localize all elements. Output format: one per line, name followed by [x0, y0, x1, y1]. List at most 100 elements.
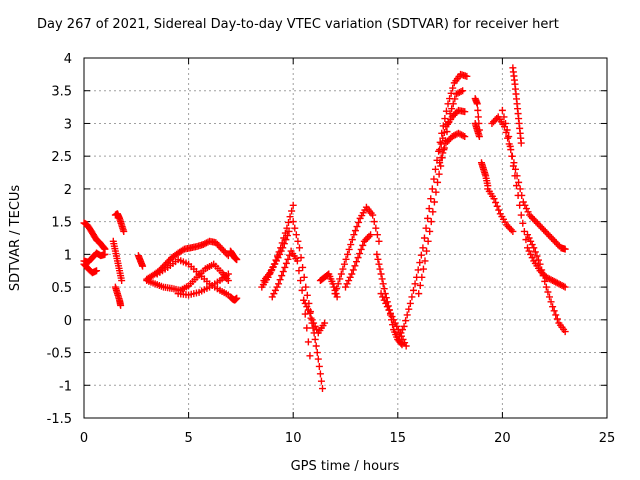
data-point: [345, 277, 353, 285]
data-point: [437, 154, 445, 162]
data-point: [306, 309, 314, 317]
data-point: [268, 293, 276, 301]
data-point: [348, 236, 356, 244]
data-point: [402, 317, 410, 325]
series-y: [415, 87, 467, 298]
data-point: [440, 144, 448, 152]
data-point: [400, 322, 408, 330]
data-point: [342, 255, 350, 263]
data-point: [286, 213, 294, 221]
data-point: [310, 329, 318, 337]
data-point: [429, 208, 437, 216]
data-point: [350, 231, 358, 239]
data-point: [539, 272, 547, 280]
data-point: [421, 257, 429, 265]
data-point: [293, 257, 301, 265]
data-point: [524, 231, 532, 239]
data-point: [514, 191, 522, 199]
data-point: [495, 206, 503, 214]
data-point: [301, 299, 309, 307]
series-ad: [477, 159, 492, 190]
series-z: [436, 106, 469, 154]
series-ah: [509, 64, 525, 147]
data-point: [318, 385, 326, 393]
x-tick-label: 20: [494, 431, 511, 446]
data-point: [93, 267, 101, 275]
data-point: [304, 306, 312, 314]
data-point: [374, 255, 382, 263]
data-point: [541, 277, 549, 285]
data-point: [538, 266, 546, 274]
data-point: [498, 106, 506, 114]
data-point: [531, 248, 539, 256]
data-point: [372, 224, 380, 232]
data-point: [503, 126, 511, 134]
data-point: [373, 250, 381, 258]
data-point: [357, 245, 365, 253]
data-point: [505, 133, 513, 141]
data-point: [527, 237, 535, 245]
data-point: [380, 285, 388, 293]
data-point: [301, 310, 309, 318]
y-tick-label: -1.5: [47, 412, 72, 427]
series-c: [80, 260, 101, 277]
y-tick-label: 2.5: [51, 150, 72, 165]
data-point: [352, 258, 360, 266]
series-f: [111, 283, 125, 309]
data-point: [419, 265, 427, 273]
data-point: [303, 291, 311, 299]
series-ac: [471, 119, 483, 141]
data-point: [308, 319, 316, 327]
data-point: [524, 208, 532, 216]
data-point: [289, 218, 297, 226]
data-point: [339, 265, 347, 273]
data-point: [439, 149, 447, 157]
data-point: [424, 214, 432, 222]
data-point: [297, 254, 305, 262]
data-point: [282, 259, 290, 267]
data-point: [552, 311, 560, 319]
data-point: [442, 107, 450, 115]
data-point: [519, 198, 527, 206]
data-point: [394, 335, 402, 343]
data-point: [314, 355, 322, 363]
y-tick-label: -1: [59, 379, 72, 394]
data-point: [440, 128, 448, 136]
series-af: [488, 113, 569, 253]
data-point: [436, 159, 444, 167]
data-point: [424, 237, 432, 245]
series-x: [394, 70, 471, 343]
x-tick-label: 25: [599, 431, 616, 446]
data-point: [233, 294, 241, 302]
data-point: [377, 290, 385, 298]
data-point: [120, 227, 128, 235]
y-tick-label: 0: [64, 314, 72, 329]
data-point: [288, 207, 296, 215]
data-point: [179, 246, 187, 254]
data-point: [437, 162, 445, 170]
data-point: [459, 87, 467, 95]
data-point: [273, 283, 281, 291]
data-point: [309, 324, 317, 332]
data-point: [449, 84, 457, 92]
data-point: [430, 198, 438, 206]
y-tick-label: 1.5: [51, 216, 72, 231]
data-point: [379, 293, 387, 301]
data-point: [511, 172, 519, 180]
data-point: [422, 224, 430, 232]
data-point: [420, 234, 428, 242]
data-point: [390, 316, 398, 324]
series-r: [300, 296, 326, 393]
data-point: [376, 265, 384, 273]
data-point: [292, 231, 300, 239]
data-point: [527, 250, 535, 258]
data-point: [520, 227, 528, 235]
data-point: [409, 286, 417, 294]
data-point: [542, 283, 550, 291]
data-point: [508, 152, 516, 160]
data-point: [522, 205, 530, 213]
data-layer: [80, 64, 569, 393]
data-point: [373, 231, 381, 239]
data-point: [506, 142, 514, 150]
